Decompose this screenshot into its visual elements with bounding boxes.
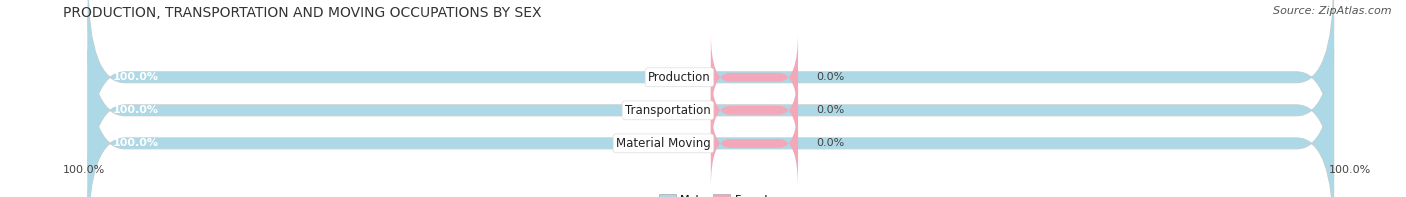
Text: 100.0%: 100.0% (112, 105, 159, 115)
Text: 100.0%: 100.0% (112, 138, 159, 148)
Text: PRODUCTION, TRANSPORTATION AND MOVING OCCUPATIONS BY SEX: PRODUCTION, TRANSPORTATION AND MOVING OC… (63, 6, 541, 20)
FancyBboxPatch shape (89, 0, 1333, 171)
FancyBboxPatch shape (711, 65, 799, 155)
FancyBboxPatch shape (89, 0, 1333, 171)
FancyBboxPatch shape (89, 17, 1333, 197)
Text: Source: ZipAtlas.com: Source: ZipAtlas.com (1274, 6, 1392, 16)
Text: 0.0%: 0.0% (817, 105, 845, 115)
Text: Transportation: Transportation (626, 104, 711, 117)
Legend: Male, Female: Male, Female (655, 190, 779, 197)
FancyBboxPatch shape (89, 50, 1333, 197)
Text: 100.0%: 100.0% (63, 165, 105, 176)
Text: 100.0%: 100.0% (1329, 165, 1371, 176)
FancyBboxPatch shape (89, 17, 1333, 197)
FancyBboxPatch shape (711, 32, 799, 123)
Text: Material Moving: Material Moving (616, 137, 711, 150)
Text: 0.0%: 0.0% (817, 138, 845, 148)
Text: 100.0%: 100.0% (112, 72, 159, 82)
Text: 0.0%: 0.0% (817, 72, 845, 82)
Text: Production: Production (648, 71, 711, 84)
FancyBboxPatch shape (89, 50, 1333, 197)
FancyBboxPatch shape (711, 98, 799, 189)
